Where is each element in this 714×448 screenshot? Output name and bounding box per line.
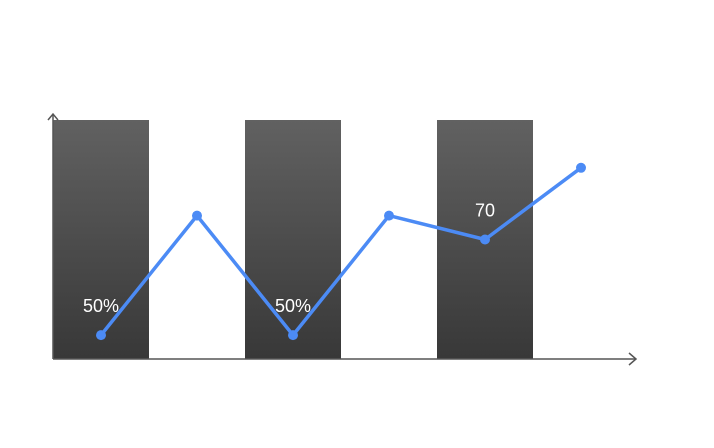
line-point-3 <box>288 330 298 341</box>
bar-1 <box>53 120 149 359</box>
bar-2 <box>245 120 341 359</box>
x-axis-arrow-icon <box>628 352 638 366</box>
line-point-2 <box>192 210 202 221</box>
data-label-1: 50% <box>83 296 119 316</box>
line-point-6 <box>576 162 586 173</box>
line-point-1 <box>96 330 106 341</box>
line-series <box>99 166 583 337</box>
data-label-2: 50% <box>275 296 311 316</box>
labels-layer: 50% 50% 70 <box>83 201 495 317</box>
line-layer <box>96 162 586 341</box>
axes-layer <box>47 112 638 366</box>
line-point-4 <box>384 210 394 221</box>
line-point-5 <box>480 234 490 245</box>
y-axis-arrow-icon <box>47 112 59 121</box>
bars-layer <box>53 120 533 359</box>
data-label-3: 70 <box>475 201 495 221</box>
